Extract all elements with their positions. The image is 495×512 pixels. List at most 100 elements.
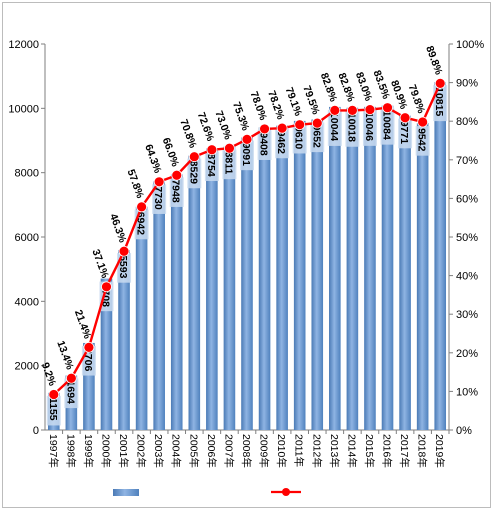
bar-value-label: 1155 (47, 398, 59, 421)
line-marker-1997年 (48, 389, 60, 400)
bar-2013年 (329, 106, 341, 430)
line-marker-2005年 (188, 151, 200, 163)
bar-value-label-group: 10018 (345, 110, 360, 147)
bar-value-label: 9408 (258, 132, 270, 156)
x-tick-label: 2014年 (345, 434, 358, 468)
x-tick-label: 2004年 (170, 434, 183, 468)
line-marker-2008年 (241, 133, 253, 145)
line-marker-2014年 (346, 104, 358, 116)
bar-value-label: 10018 (345, 113, 357, 142)
bar-value-label-bg (222, 149, 237, 180)
bar-value-label: 7948 (170, 179, 182, 203)
x-tick-label: 1998年 (64, 434, 77, 468)
bar-value-label-group: 8754 (204, 151, 219, 182)
bar-2000年 (100, 278, 113, 430)
bar-value-label-bg (362, 109, 377, 146)
bar-value-label-group: 6942 (134, 209, 149, 240)
bar-value-label-bg (310, 122, 325, 153)
bar-2012年 (311, 119, 324, 430)
bar-value-label: 9771 (398, 121, 410, 145)
bar-value-label-group: 10044 (327, 109, 342, 146)
line-marker-1999年 (83, 341, 95, 353)
y-right-tick-label: 0% (456, 425, 472, 437)
line-marker-2013年 (329, 104, 341, 116)
bar-value-label-group: 1155 (46, 395, 61, 426)
bar-2009年 (258, 127, 271, 430)
bar-value-label-bg (327, 109, 342, 146)
x-tick-label: 2002年 (135, 434, 148, 468)
line-value-label: 21.4% (72, 308, 94, 341)
line-marker-2019年 (434, 77, 446, 89)
x-tick-label: 2016年 (381, 434, 394, 468)
bar-value-label: 10044 (328, 112, 340, 141)
bar-value-label: 7730 (152, 186, 164, 210)
bar-value-label-bg (169, 177, 184, 207)
line-value-label: 70.8% (177, 118, 199, 151)
y-left-tick-label: 12000 (8, 39, 39, 51)
bar-value-label: 1694 (64, 381, 76, 405)
bar-2004年 (170, 174, 183, 430)
bar-value-label: 8754 (205, 153, 217, 177)
x-tick-label: 2013年 (328, 434, 341, 468)
x-tick-label: 2011年 (293, 434, 306, 467)
line-value-label: 66.0% (160, 136, 182, 169)
x-tick-label: 2000年 (99, 434, 112, 468)
bar-value-label: 9542 (416, 128, 428, 152)
line-marker-2012年 (311, 117, 323, 129)
bar-2001年 (118, 250, 130, 430)
bar-value-label-group: 8529 (187, 158, 202, 189)
bar-2019年 (434, 82, 447, 431)
bar-value-label-bg (345, 110, 360, 147)
bar-value-label: 10815 (433, 87, 445, 116)
line-marker-2010年 (276, 122, 288, 134)
bar-value-label: 10084 (381, 111, 393, 140)
bar-2017年 (399, 115, 411, 431)
bar-2005年 (188, 155, 201, 430)
x-tick-label: 2005年 (187, 434, 200, 468)
line-series (48, 77, 446, 400)
line-marker-2009年 (259, 123, 270, 135)
line-marker-2015年 (364, 104, 376, 116)
bar-value-label-bg (152, 184, 167, 214)
bar-value-label-bg (398, 118, 413, 149)
bar-value-label-group: 9091 (240, 140, 254, 171)
bar-2002年 (135, 206, 148, 430)
y-right-tick-label: 10% (456, 386, 478, 398)
y-left-tick-labels: 0 2000 4000 6000 8000 10000 12000 (8, 39, 39, 437)
x-tick-label: 2009年 (258, 434, 271, 468)
y-left-tick-label: 0 (33, 425, 39, 437)
y-left-tick-label: 8000 (15, 168, 39, 180)
line-value-label: 64.3% (142, 143, 164, 176)
line-marker-2018年 (417, 116, 429, 128)
legend (113, 488, 301, 496)
bar-value-label-group: 10046 (362, 109, 377, 146)
x-tick-label: 2019年 (433, 434, 446, 468)
y-right-tick-label: 80% (456, 116, 478, 128)
bar-value-label-group: 10815 (433, 85, 448, 122)
line-value-label: 89.8% (423, 44, 445, 77)
bar-value-label-bg (46, 395, 61, 426)
bar-1999年 (83, 342, 95, 430)
bar-value-label-group: 8811 (222, 149, 237, 180)
bar-value-label-group: 9408 (257, 130, 272, 160)
line-value-label: 75.3% (230, 100, 252, 133)
line-marker-2007年 (224, 142, 235, 154)
bar-value-label-bg (187, 158, 202, 189)
x-tick-label: 2001年 (117, 434, 130, 468)
bar-value-label: 9652 (310, 125, 322, 149)
y-left-tick-label: 6000 (15, 232, 39, 244)
y-right-tick-label: 70% (456, 155, 478, 167)
y-right-tick-label: 60% (456, 193, 478, 205)
line-value-label: 13.4% (54, 339, 76, 372)
line-marker-2002年 (136, 201, 148, 213)
bar-value-label: 5593 (117, 255, 129, 279)
x-tick-label: 2018年 (416, 434, 429, 468)
bar-2015年 (364, 106, 376, 430)
bar-value-label: 9091 (240, 143, 252, 167)
bar-value-label: 9610 (293, 126, 305, 150)
line-marker-2000年 (101, 281, 112, 293)
bar-value-label-group: 7730 (152, 184, 167, 214)
x-tick-label: 1997年 (47, 434, 60, 468)
